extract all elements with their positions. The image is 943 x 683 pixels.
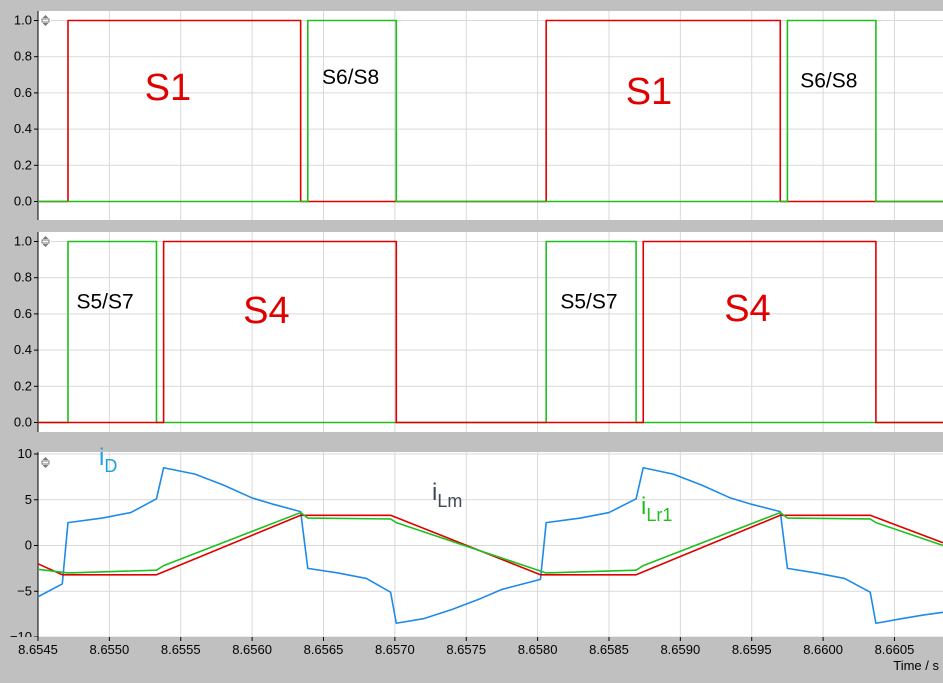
panel-bottom-scale-handle-icon[interactable] bbox=[40, 456, 51, 469]
y-tick-label: 0.0 bbox=[14, 415, 32, 430]
current-label-id: iD bbox=[99, 444, 117, 476]
panel-top-plot-area bbox=[38, 11, 943, 220]
signal-label: S4 bbox=[243, 290, 289, 332]
x-tick-label: 8.6550 bbox=[89, 642, 129, 657]
x-tick-label: 8.6565 bbox=[304, 642, 344, 657]
current-label-ilr1: iLr1 bbox=[641, 493, 672, 525]
signal-label: S1 bbox=[626, 71, 672, 113]
x-tick-label: 8.6570 bbox=[375, 642, 415, 657]
x-tick-label: 8.6600 bbox=[803, 642, 843, 657]
series-line-2 bbox=[37, 511, 943, 574]
y-tick-label: 0 bbox=[25, 538, 32, 553]
y-tick-label: 1.0 bbox=[14, 13, 32, 28]
y-tick-label: 5 bbox=[25, 492, 32, 507]
panel-middle-plot-area bbox=[38, 232, 943, 432]
panel-middle-scale-handle-icon[interactable] bbox=[40, 235, 51, 248]
y-tick-label: 0.6 bbox=[14, 306, 32, 321]
y-tick-label: 1.0 bbox=[14, 234, 32, 249]
x-tick-label: 8.6560 bbox=[232, 642, 272, 657]
y-tick-label: 0.8 bbox=[14, 49, 32, 64]
x-tick-label: 8.6575 bbox=[446, 642, 486, 657]
y-tick-label: −5 bbox=[17, 583, 32, 598]
x-tick-label: 8.6545 bbox=[18, 642, 58, 657]
x-axis-label: Time / s bbox=[893, 658, 939, 673]
signal-label: S6/S8 bbox=[322, 66, 379, 89]
series-line-1 bbox=[38, 19, 943, 203]
x-tick-label: 8.6590 bbox=[660, 642, 700, 657]
y-tick-label: 0.0 bbox=[14, 194, 32, 209]
x-tick-label: 8.6555 bbox=[161, 642, 201, 657]
signal-label: S4 bbox=[724, 288, 770, 330]
signal-label: S1 bbox=[145, 67, 191, 109]
y-tick-label: 10 bbox=[18, 446, 32, 461]
y-tick-label: 0.4 bbox=[14, 121, 32, 136]
x-tick-label: 8.6580 bbox=[518, 642, 558, 657]
y-tick-label: 0.4 bbox=[14, 342, 32, 357]
x-tick-label: 8.6595 bbox=[732, 642, 772, 657]
x-tick-label: 8.6605 bbox=[875, 642, 915, 657]
y-tick-label: 0.8 bbox=[14, 270, 32, 285]
panel-top: 0.0 0.2 0.4 0.6 0.8 1.0 S1 S6/S8 S1 S6/S8 bbox=[14, 11, 943, 220]
panel-top-scale-handle-icon[interactable] bbox=[40, 14, 51, 27]
x-axis: 8.6545 8.6550 8.6555 8.6560 8.6565 8.6570 8.65… bbox=[0, 637, 943, 678]
panel-middle: 0.0 0.2 0.4 0.6 0.8 1.0 S5/S7 S4 S5/S7 S4 bbox=[14, 232, 943, 432]
series-line-0 bbox=[37, 466, 943, 625]
signal-label: S5/S7 bbox=[560, 290, 617, 313]
signal-label: S5/S7 bbox=[76, 290, 133, 313]
y-tick-label: 0.2 bbox=[14, 157, 32, 172]
y-tick-label: 0.6 bbox=[14, 85, 32, 100]
series-line-0 bbox=[38, 240, 943, 424]
signal-label: S6/S8 bbox=[800, 69, 857, 92]
y-tick-label: 0.2 bbox=[14, 378, 32, 393]
x-tick-label: 8.6585 bbox=[589, 642, 629, 657]
current-label-ilm: iLm bbox=[432, 479, 462, 511]
panel-bottom-plot-area bbox=[38, 452, 943, 637]
series-line-1 bbox=[38, 240, 943, 424]
